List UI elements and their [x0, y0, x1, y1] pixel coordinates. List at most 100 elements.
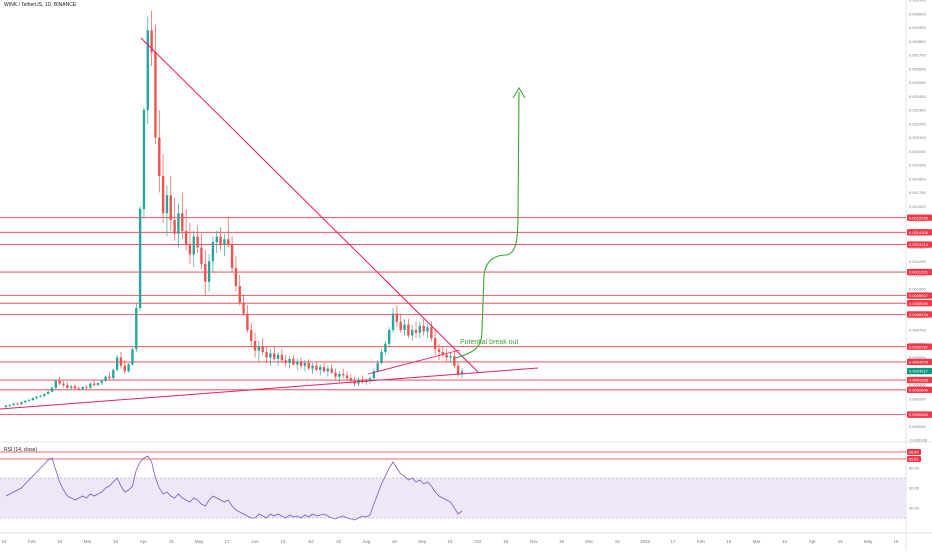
candle-body [100, 380, 103, 383]
candle-body [96, 382, 100, 385]
candle-body [227, 239, 230, 245]
current-price-tag [907, 367, 932, 375]
candle-body [161, 176, 165, 214]
candle-body [89, 383, 92, 388]
time-tick-label: 15 [726, 539, 732, 544]
time-tick-label: 18 [1, 539, 7, 544]
level-price-tag [907, 411, 932, 418]
candle-body [418, 325, 422, 333]
candle-body [315, 365, 318, 370]
candle-body [112, 369, 115, 379]
price-tick-label: 0.003100 [909, 0, 926, 3]
candle-body [23, 400, 27, 403]
candle-body [115, 357, 119, 370]
level-price-label: 0.0002649 [909, 387, 929, 392]
price-tick-label: 0.001200 [909, 259, 926, 264]
price-tick-label: -0.000100 [909, 438, 928, 443]
level-price-label: 0.0005787 [909, 344, 929, 349]
candle-body [85, 387, 88, 388]
candle-body [181, 213, 184, 231]
candle-body [223, 239, 226, 245]
candle-body [368, 378, 372, 381]
level-price-label: 0.0000846 [909, 412, 929, 417]
time-tick-label: 15 [169, 539, 175, 544]
candle-body [43, 393, 46, 396]
price-tick-label: 0.002700 [909, 53, 926, 58]
candle-body [135, 308, 138, 350]
candle-body [123, 365, 126, 372]
candle-body [8, 404, 12, 406]
candle-body [284, 360, 287, 363]
level-price-tag [907, 386, 932, 394]
candle-body [384, 343, 387, 352]
candle-body [150, 30, 153, 53]
candle-body [108, 376, 111, 379]
price-tick-label: 0.002300 [909, 108, 926, 113]
time-tick-label: Feb [28, 539, 36, 544]
candle-body [104, 376, 107, 381]
level-price-label: 0.0008949 [909, 301, 929, 306]
rsi-title: RSI (14, close) [4, 447, 38, 453]
candle-body [349, 378, 353, 381]
candle-body [54, 380, 58, 388]
time-tick-label: 17 [670, 539, 676, 544]
candle-body [46, 391, 50, 394]
candle-body [326, 368, 330, 372]
price-tick-label: 0.001600 [909, 204, 926, 209]
time-tick-label: 17 [224, 539, 230, 544]
candle-body [441, 352, 445, 355]
price-tick-label: 0.002800 [909, 39, 926, 44]
price-tick-label: 0.001000 [909, 286, 926, 291]
candle-body [437, 349, 441, 352]
candle-body [219, 236, 222, 245]
breakout-arrow-head [512, 86, 526, 99]
candle-body [165, 195, 169, 214]
candle-body [288, 358, 291, 363]
time-tick-label: Oct [474, 539, 482, 544]
rsi-band [0, 478, 906, 518]
candle-body [361, 379, 364, 383]
candle-body [177, 213, 180, 234]
candle-body [16, 403, 19, 405]
candle-body [391, 313, 395, 330]
candle-body [253, 341, 257, 351]
candle-body [211, 242, 215, 262]
level-price-label: 0.0009507 [909, 293, 929, 298]
rsi-level-tag [907, 456, 921, 462]
candle-body [276, 354, 280, 359]
candle-body [58, 380, 61, 384]
symbol-title: WINK / TetherUS, 1D, BINANCE [4, 2, 77, 8]
price-tick-label: 0.002200 [909, 121, 926, 126]
time-tick-label: 2022 [640, 539, 651, 544]
level-price-label: 0.0003358 [909, 378, 929, 383]
candle-body [460, 371, 464, 374]
candle-body [303, 363, 307, 366]
candle-body [388, 330, 391, 344]
candle-body [311, 365, 314, 369]
candle-body [69, 386, 73, 388]
candle-body [4, 405, 8, 407]
candle-body [280, 354, 284, 361]
candle-body [296, 361, 299, 365]
candle-body [81, 387, 84, 390]
candle-body [273, 353, 276, 359]
price-tick-label: 0.001900 [909, 163, 926, 168]
level-price-tag [907, 300, 932, 307]
time-tick-label: Jun [251, 539, 259, 544]
descending-trendline [140, 37, 479, 373]
candle-body [173, 220, 176, 234]
candle-body [403, 324, 406, 330]
candle-body [449, 356, 452, 358]
candle-body [407, 324, 410, 336]
candle-body [119, 357, 123, 366]
price-tick-label: 0.000700 [909, 328, 926, 333]
candle-body [265, 352, 268, 358]
time-tick-label: May [195, 539, 204, 544]
candle-body [380, 352, 383, 363]
level-price-label: 0.0008134 [909, 312, 929, 317]
breakout-projection-path [454, 91, 520, 359]
candle-body [261, 346, 264, 352]
candle-body [338, 374, 341, 377]
level-price-label: 0.0011215 [909, 270, 928, 275]
candle-body [20, 402, 23, 405]
